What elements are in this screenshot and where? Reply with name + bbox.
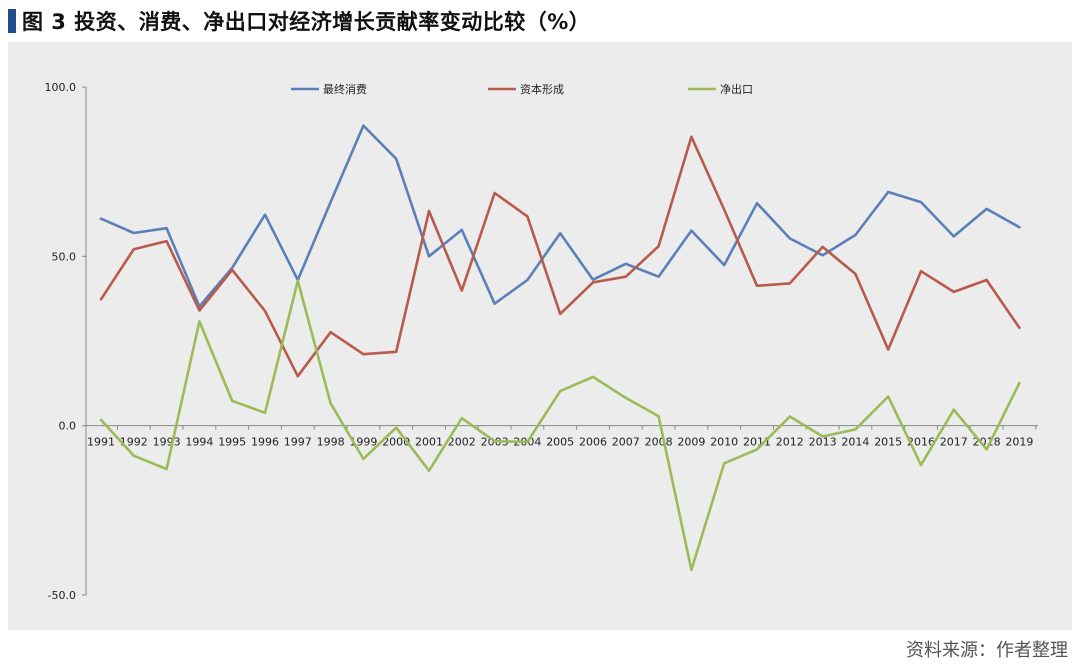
series-line — [99, 135, 1021, 378]
x-tick-label: 2006 — [579, 436, 607, 449]
x-tick-label: 1992 — [120, 436, 148, 449]
source-note: 资料来源：作者整理 — [906, 640, 1068, 661]
x-tick-label: 1991 — [87, 436, 115, 449]
x-tick-label: 2015 — [874, 436, 902, 449]
legend-label: 净出口 — [720, 82, 753, 96]
title-accent-bar — [8, 9, 16, 33]
x-tick-label: 2007 — [612, 436, 640, 449]
series-line — [99, 279, 1021, 572]
figure-title-row: 图 3 投资、消费、净出口对经济增长贡献率变动比较（%） — [8, 6, 590, 36]
x-tick-label: 2016 — [907, 436, 935, 449]
x-tick-label: 2014 — [841, 436, 869, 449]
x-tick-label: 2008 — [645, 436, 673, 449]
y-tick-label: -50.0 — [48, 589, 76, 602]
y-tick-label: 0.0 — [59, 420, 77, 433]
chart-area: 100.0 50.0 0.0 -50.0 1991 1992 1993 1994 1995 199… — [8, 42, 1072, 630]
x-tick-label: 2002 — [448, 436, 476, 449]
x-tick-label: 2017 — [940, 436, 968, 449]
y-tick-label: 50.0 — [52, 250, 77, 263]
x-tick-label: 1993 — [153, 436, 181, 449]
legend-label: 资本形成 — [520, 82, 564, 96]
x-tick-label: 2001 — [415, 436, 443, 449]
x-tick-label: 1998 — [317, 436, 345, 449]
legend-label: 最终消费 — [323, 82, 367, 96]
x-tick-label: 1994 — [185, 436, 213, 449]
x-tick-label: 1997 — [284, 436, 312, 449]
x-tick-label: 2005 — [546, 436, 574, 449]
line-chart: 100.0 50.0 0.0 -50.0 1991 1992 1993 1994 1995 199… — [45, 81, 1038, 602]
x-tick-label: 2009 — [677, 436, 705, 449]
x-tick-label: 1995 — [218, 436, 246, 449]
x-tick-label: 2013 — [809, 436, 837, 449]
y-tick-label: 100.0 — [45, 81, 77, 94]
x-tick-label: 2011 — [743, 436, 771, 449]
figure-title: 图 3 投资、消费、净出口对经济增长贡献率变动比较（%） — [22, 10, 591, 34]
series-line — [99, 124, 1021, 308]
x-tick-label: 1996 — [251, 436, 279, 449]
x-tick-label: 2010 — [710, 436, 738, 449]
x-tick-label: 2012 — [776, 436, 804, 449]
x-tick-label: 2019 — [1005, 436, 1033, 449]
